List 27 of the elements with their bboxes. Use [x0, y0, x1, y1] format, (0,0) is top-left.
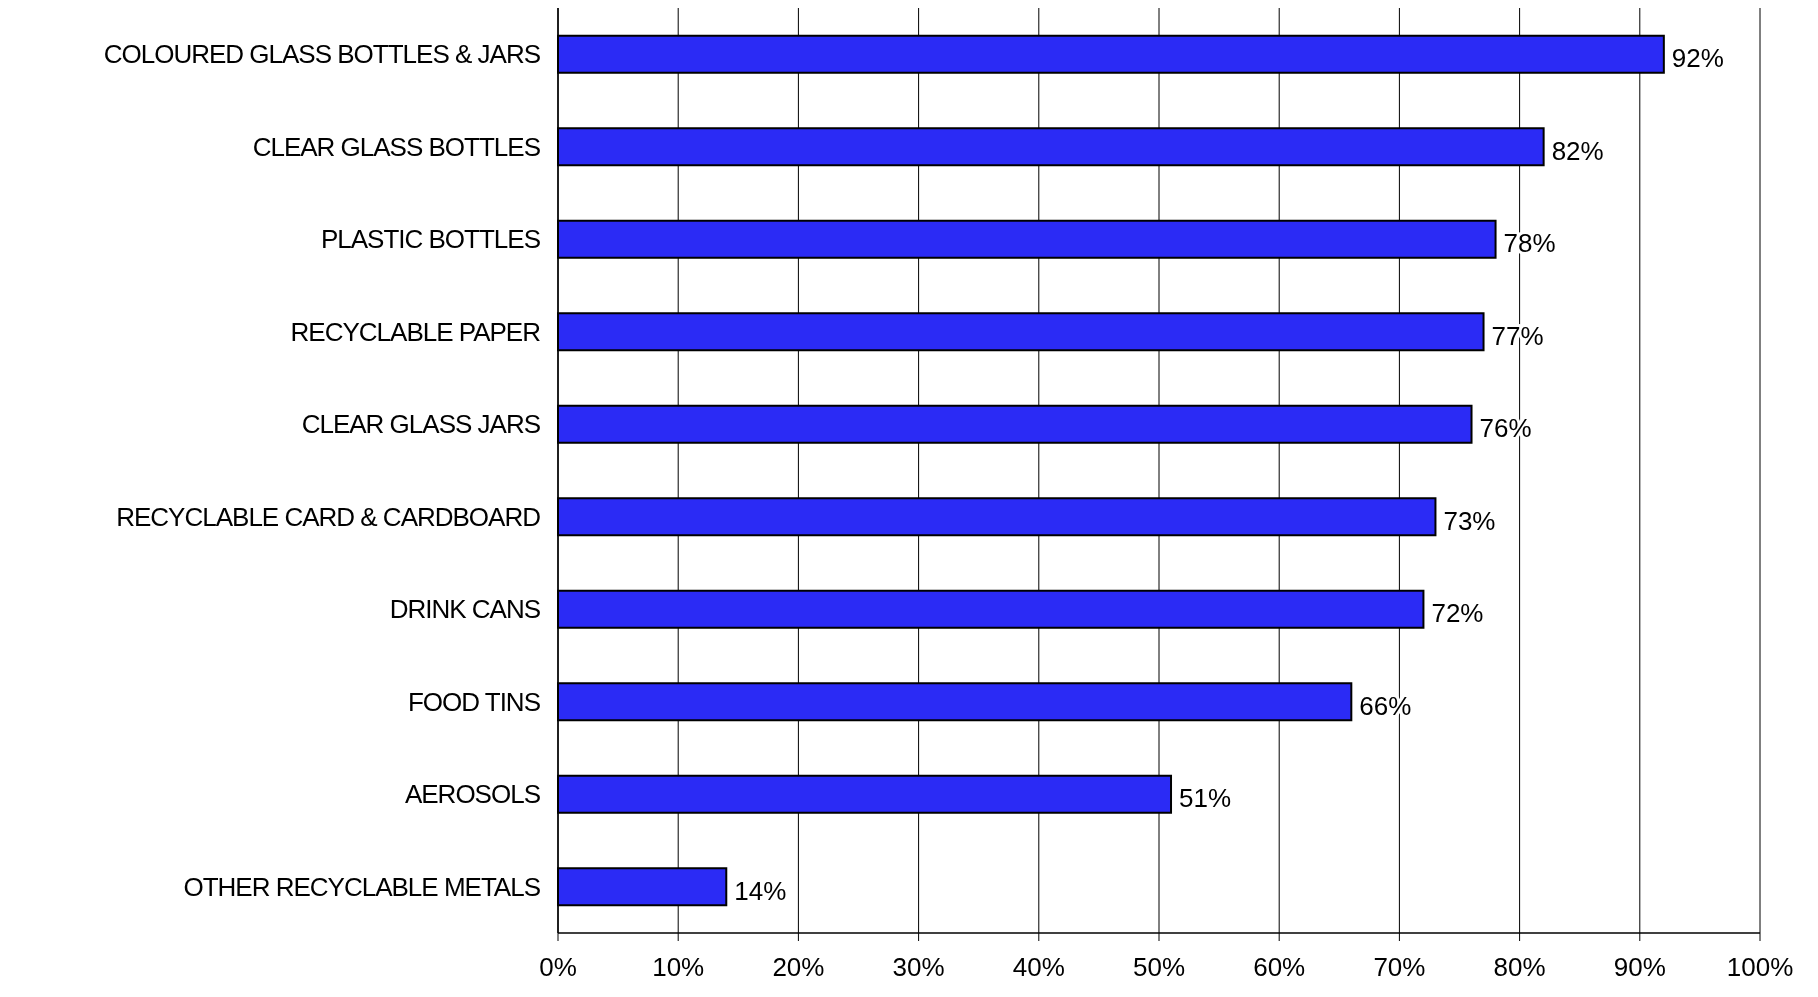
- x-tick-label: 90%: [1613, 952, 1666, 982]
- x-tick-label: 40%: [1012, 952, 1065, 982]
- x-tick-label: 60%: [1253, 952, 1306, 982]
- y-tick-label: CLEAR GLASS JARS: [301, 409, 541, 440]
- x-tick-label: 80%: [1493, 952, 1546, 982]
- x-tick-label: 10%: [652, 952, 705, 982]
- y-tick-label: PLASTIC BOTTLES: [320, 224, 541, 255]
- y-tick-label: FOOD TINS: [407, 686, 541, 717]
- data-label: 92%: [1671, 43, 1724, 74]
- y-tick-label: RECYCLABLE CARD & CARDBOARD: [116, 501, 541, 532]
- x-tick-label: 70%: [1373, 952, 1426, 982]
- y-tick-label: COLOURED GLASS BOTTLES & JARS: [103, 39, 541, 70]
- x-tick-label: 30%: [892, 952, 945, 982]
- y-tick-label: DRINK CANS: [389, 594, 541, 625]
- x-tick-label: 50%: [1132, 952, 1186, 982]
- x-tick-label: 20%: [772, 952, 825, 982]
- y-tick-label: CLEAR GLASS BOTTLES: [252, 131, 541, 162]
- y-tick-label: RECYCLABLE PAPER: [290, 316, 541, 347]
- data-label: 73%: [1443, 505, 1496, 536]
- data-label: 72%: [1431, 598, 1484, 629]
- y-tick-label: AEROSOLS: [404, 779, 541, 810]
- data-label: 51%: [1179, 783, 1232, 814]
- x-tick-label: 0%: [539, 952, 577, 982]
- data-label: 82%: [1551, 135, 1604, 166]
- y-tick-label: OTHER RECYCLABLE METALS: [183, 871, 541, 902]
- x-tick-label: 100%: [1726, 952, 1794, 982]
- data-label: 14%: [734, 875, 787, 906]
